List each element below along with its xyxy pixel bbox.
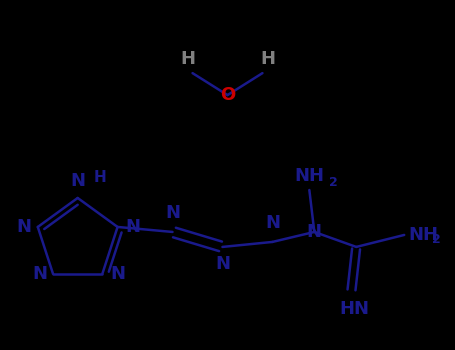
Text: N: N xyxy=(110,265,125,283)
Text: N: N xyxy=(70,172,85,190)
Text: 2: 2 xyxy=(329,176,338,189)
Text: H: H xyxy=(180,50,195,68)
Text: NH: NH xyxy=(294,167,324,185)
Text: N: N xyxy=(17,218,32,236)
Text: N: N xyxy=(165,204,180,222)
Text: 2: 2 xyxy=(432,233,441,246)
Text: H: H xyxy=(260,50,275,68)
Text: N: N xyxy=(32,265,47,283)
Text: H: H xyxy=(94,170,106,185)
Text: NH: NH xyxy=(408,226,438,244)
Text: N: N xyxy=(215,255,230,273)
Text: N: N xyxy=(126,218,141,236)
Text: N: N xyxy=(307,223,322,241)
Text: N: N xyxy=(265,214,280,232)
Text: O: O xyxy=(220,86,235,104)
Text: HN: HN xyxy=(339,300,369,318)
